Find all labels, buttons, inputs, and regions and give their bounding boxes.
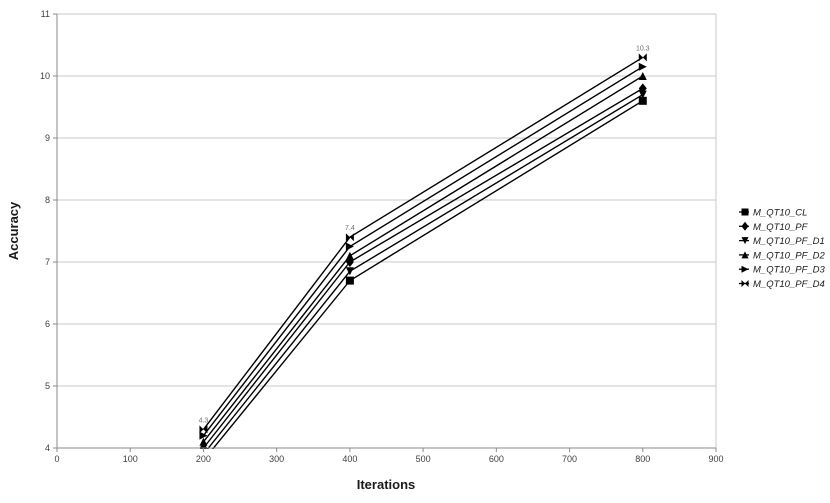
legend-item: M_QT10_CL xyxy=(739,208,807,219)
legend-item-label: M_QT10_CL xyxy=(753,208,807,219)
axes: 4 5 6 7 8 9 10 11 0 100 200 300 400 500 600 700 800 900 xyxy=(40,9,724,464)
legend-item: M_QT10_PF_D2 xyxy=(739,250,826,261)
y-tick-label: 7 xyxy=(45,257,50,267)
series-M_QT10_CL xyxy=(211,96,647,449)
x-tick-label: 0 xyxy=(54,454,59,464)
marker-triangle-up xyxy=(741,251,749,259)
legend-item: M_QT10_PF_D1 xyxy=(739,236,825,247)
legend-item-label: M_QT10_PF_D3 xyxy=(753,265,826,276)
x-tick-label: 500 xyxy=(416,454,431,464)
marker-square xyxy=(345,276,354,285)
x-tick-label: 800 xyxy=(635,454,650,464)
legend-item-label: M_QT10_PF_D2 xyxy=(753,250,826,261)
legend-item: M_QT10_PF_D4 xyxy=(739,279,825,290)
series-line xyxy=(202,87,644,449)
marker-bowtie xyxy=(199,425,208,434)
series-M_QT10_PF_D2 xyxy=(199,72,647,446)
legend-item-label: M_QT10_PF xyxy=(753,222,809,233)
series-line xyxy=(202,75,644,443)
point-labels: 4.3 7.4 10.3 xyxy=(199,45,650,424)
x-tick-label: 900 xyxy=(708,454,723,464)
legend-item-label: M_QT10_PF_D1 xyxy=(753,236,825,247)
series-line xyxy=(211,100,644,449)
legend-item: M_QT10_PF_D3 xyxy=(739,265,826,276)
y-axis-title: Accuracy xyxy=(6,201,21,260)
point-label: 7.4 xyxy=(345,225,355,232)
x-tick-label: 100 xyxy=(123,454,138,464)
y-tick-label: 4 xyxy=(45,443,50,453)
y-tick-label: 5 xyxy=(45,381,50,391)
legend: M_QT10_CL M_QT10_PF M_QT10_PF_D1 M_QT10_PF_… xyxy=(739,208,826,290)
marker-triangle-up xyxy=(345,251,354,260)
gridlines xyxy=(57,13,717,448)
legend-item: M_QT10_PF xyxy=(739,221,809,233)
x-tick-label: 300 xyxy=(269,454,284,464)
x-tick-label: 200 xyxy=(196,454,211,464)
marker-triangle-down xyxy=(345,267,354,276)
x-tick-label: 400 xyxy=(342,454,357,464)
series-layer xyxy=(199,53,647,449)
marker-triangle-down xyxy=(638,90,647,99)
y-tick-label: 10 xyxy=(40,71,50,81)
marker-triangle-right xyxy=(638,62,647,71)
point-label: 4.3 xyxy=(199,417,209,424)
marker-triangle-up xyxy=(638,72,647,80)
series-line xyxy=(202,56,644,430)
marker-diamond xyxy=(741,221,749,231)
marker-triangle-right xyxy=(345,242,354,251)
legend-item-label: M_QT10_PF_D4 xyxy=(753,279,825,290)
marker-bowtie xyxy=(638,53,647,62)
marker-triangle-up xyxy=(199,437,208,446)
point-label: 10.3 xyxy=(636,45,650,52)
y-tick-label: 11 xyxy=(41,9,50,19)
marker-triangle-right xyxy=(741,265,749,273)
marker-triangle-right xyxy=(199,431,208,440)
x-tick-label: 600 xyxy=(489,454,504,464)
marker-triangle-down xyxy=(741,237,749,245)
y-tick-label: 8 xyxy=(45,195,50,205)
x-axis-title: Iterations xyxy=(357,477,416,492)
series-M_QT10_PF_D3 xyxy=(199,62,647,440)
series-M_QT10_PF_D4 xyxy=(199,53,647,434)
marker-bowtie xyxy=(741,280,749,287)
series-M_QT10_PF_D1 xyxy=(206,90,647,449)
x-tick-label: 700 xyxy=(562,454,577,464)
y-tick-label: 6 xyxy=(45,319,50,329)
marker-square xyxy=(638,96,647,105)
series-line xyxy=(206,94,644,449)
y-tick-label: 9 xyxy=(45,133,50,143)
marker-bowtie xyxy=(345,233,354,242)
marker-square xyxy=(741,208,749,216)
